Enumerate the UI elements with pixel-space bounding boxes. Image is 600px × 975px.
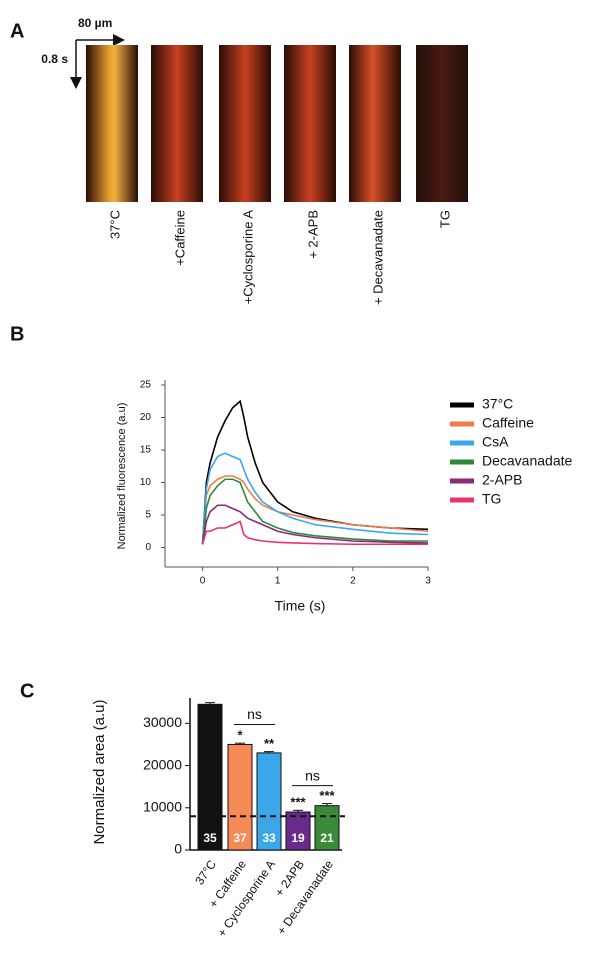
bracket-label: ns — [305, 767, 320, 783]
panel-label: B — [10, 323, 24, 345]
bar — [227, 743, 253, 851]
x-tick-label: 3 — [425, 576, 431, 587]
y-tick-label: 20000 — [143, 756, 182, 772]
bar — [314, 805, 340, 851]
y-tick-label: 0 — [145, 542, 151, 553]
legend-label: Decavanadate — [482, 453, 573, 469]
y-tick-label: 0 — [174, 841, 182, 857]
line-series — [201, 520, 428, 546]
legend-label: Caffeine — [482, 415, 534, 431]
x-axis-label: Time (s) — [275, 598, 326, 614]
line-series — [201, 475, 429, 545]
linescan-image — [416, 45, 468, 202]
legend-label: 2-APB — [482, 472, 522, 488]
x-tick-label: 2 — [350, 576, 356, 587]
image-label: TG — [437, 210, 452, 228]
y-tick-label: 10000 — [143, 798, 182, 814]
y-tick-label: 25 — [140, 380, 152, 391]
line-series — [201, 399, 429, 545]
n-label: 21 — [320, 831, 334, 845]
n-label: 37 — [233, 831, 247, 845]
bar — [197, 703, 223, 851]
y-axis-label: Normalized fluorescence (a.u) — [116, 403, 128, 550]
line-series — [201, 504, 429, 545]
image-label: +Cyclosporine A — [240, 210, 255, 305]
x-tick-label: 37°C — [192, 857, 219, 887]
n-label: 19 — [291, 831, 305, 845]
significance: ** — [264, 736, 275, 751]
image-label: + Decavanadate — [370, 210, 385, 305]
panel-label: A — [10, 20, 24, 42]
panel-label: C — [20, 680, 34, 702]
linescan-image — [349, 45, 401, 202]
linescan-image — [86, 45, 138, 202]
bar — [285, 811, 311, 851]
x-tick-label: 1 — [275, 576, 281, 587]
y-tick-label: 15 — [140, 445, 152, 456]
y-tick-label: 30000 — [143, 714, 182, 730]
significance: *** — [290, 795, 306, 810]
legend-label: CsA — [482, 434, 509, 450]
scale-label: 0.8 s — [41, 52, 68, 66]
y-tick-label: 5 — [145, 510, 151, 521]
legend-label: TG — [482, 491, 501, 507]
line-series — [201, 478, 428, 545]
x-tick-label: 0 — [200, 576, 206, 587]
n-label: 33 — [262, 831, 276, 845]
y-axis-label: Normalized area (a.u) — [91, 699, 108, 844]
image-label: 37°C — [107, 210, 122, 239]
significance: *** — [319, 788, 335, 803]
line-series — [201, 452, 429, 545]
n-label: 35 — [203, 831, 217, 845]
image-label: + 2-APB — [305, 210, 320, 259]
scale-label: 80 µm — [78, 16, 112, 30]
image-label: +Caffeine — [172, 210, 187, 266]
y-tick-label: 10 — [140, 477, 152, 488]
linescan-image — [219, 45, 271, 202]
legend-label: 37°C — [482, 396, 513, 412]
y-tick-label: 20 — [140, 412, 152, 423]
linescan-image — [284, 45, 336, 202]
significance: * — [237, 728, 243, 743]
linescan-image — [151, 45, 203, 202]
bracket-label: ns — [247, 706, 262, 722]
